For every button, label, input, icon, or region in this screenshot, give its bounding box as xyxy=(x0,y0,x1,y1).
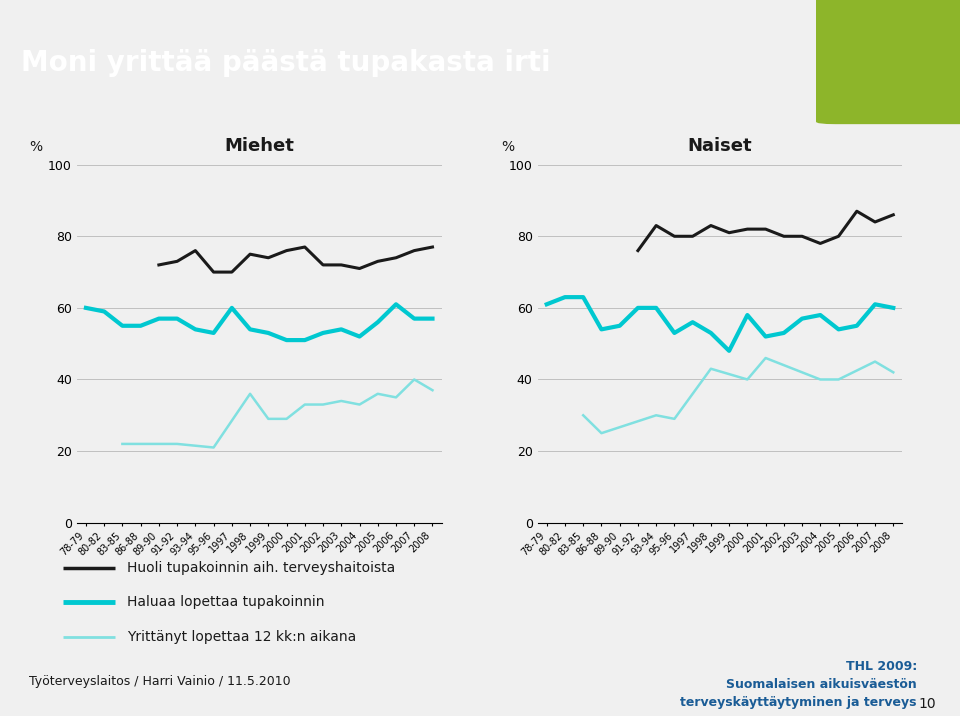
Text: %: % xyxy=(30,140,42,154)
Text: THL 2009:
Suomalaisen aikuisväestön
terveyskäyttäytyminen ja terveys: THL 2009: Suomalaisen aikuisväestön terv… xyxy=(681,660,917,709)
Title: Miehet: Miehet xyxy=(225,137,294,155)
Title: Naiset: Naiset xyxy=(687,137,753,155)
Text: Huoli tupakoinnin aih. terveyshaitoista: Huoli tupakoinnin aih. terveyshaitoista xyxy=(127,561,395,575)
Text: Yrittänyt lopettaa 12 kk:n aikana: Yrittänyt lopettaa 12 kk:n aikana xyxy=(127,629,356,644)
Text: Moni yrittää päästä tupakasta irti: Moni yrittää päästä tupakasta irti xyxy=(21,49,551,77)
Text: Haluaa lopettaa tupakoinnin: Haluaa lopettaa tupakoinnin xyxy=(127,595,324,609)
Text: 10: 10 xyxy=(919,697,936,712)
FancyBboxPatch shape xyxy=(816,0,960,124)
Text: Työterveyslaitos / Harri Vainio / 11.5.2010: Työterveyslaitos / Harri Vainio / 11.5.2… xyxy=(29,675,291,688)
Text: %: % xyxy=(501,140,515,154)
